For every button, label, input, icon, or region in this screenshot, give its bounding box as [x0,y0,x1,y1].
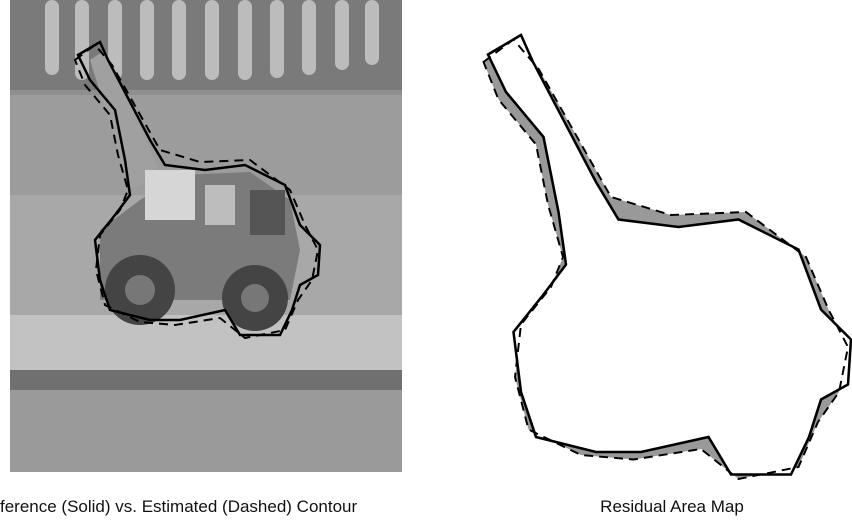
left-caption: ference (Solid) vs. Estimated (Dashed) C… [0,497,357,516]
figure: ference (Solid) vs. Estimated (Dashed) C… [0,0,852,532]
photo-panel [10,0,402,472]
residual-panel [484,35,852,479]
right-caption: Residual Area Map [600,497,744,516]
